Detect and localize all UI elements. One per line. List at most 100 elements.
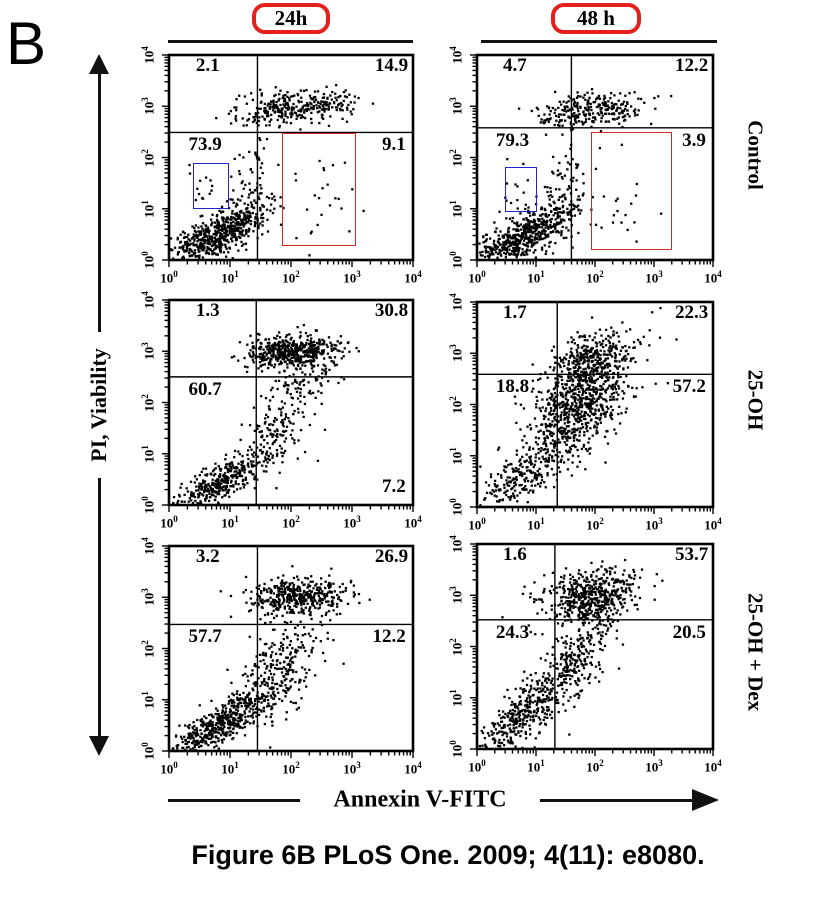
y-axis-arrowhead-down-icon [89,736,109,756]
y-tick-label: 104 [448,293,465,311]
red-sorting-gate [590,131,672,251]
x-tick-label: 101 [527,758,545,775]
y-tick-label: 101 [448,200,465,218]
y-axis-arrowhead-up-icon [89,54,109,74]
scatter-dots-canvas [466,52,721,271]
x-tick-label: 103 [645,269,663,286]
column-underline-24h [168,40,413,43]
y-tick-label: 100 [448,498,465,516]
x-axis-arrowhead-right-icon [692,789,719,811]
x-tick-label: 100 [160,760,178,777]
x-tick-label: 100 [468,758,486,775]
y-axis-arrow-line-top [98,70,101,332]
scatter-dots-canvas [158,52,421,271]
y-tick-label: 103 [448,344,465,363]
x-tick-label: 103 [645,758,663,775]
x-tick-label: 101 [221,269,239,286]
x-tick-label: 102 [282,760,300,777]
y-tick-label: 104 [448,535,465,553]
scatter-dots-canvas [466,299,721,518]
quadrant-value-upper-right: 53.7 [675,544,709,565]
quadrant-value-lower-left: 73.9 [188,134,222,156]
scatter-dots-canvas [158,543,421,762]
quadrant-value-upper-left: 1.6 [502,544,527,565]
x-tick-label: 101 [221,760,239,777]
row-label-25oh: 25-OH [743,369,768,431]
x-tick-label: 104 [704,269,722,286]
column-underline-48h [481,40,717,43]
x-tick-label: 103 [645,516,663,533]
quadrant-value-lower-left: 60.7 [188,378,222,400]
y-tick-label: 100 [448,740,465,758]
quadrant-value-lower-right: 7.2 [381,476,406,497]
quadrant-value-upper-left: 1.7 [502,302,527,323]
y-tick-label: 102 [140,393,157,412]
x-tick-label: 100 [160,269,178,286]
y-tick-label: 101 [140,691,157,709]
quadrant-value-lower-right: 12.2 [372,626,406,648]
scatter-plot-25oh-dex-48h: 1.6 53.7 24.3 20.5 [466,541,721,760]
scatter-plot-25oh-24h: 1.3 30.8 60.7 7.2 [158,297,421,516]
y-tick-label: 103 [140,342,157,361]
x-axis-title: Annexin V-FITC [327,786,513,814]
x-axis-line-left [168,799,300,802]
x-tick-label: 104 [704,516,722,533]
x-tick-label: 103 [343,760,361,777]
timepoint-badge-24h: 24h [252,3,330,34]
quadrant-value-lower-left: 79.3 [495,129,530,151]
y-axis-title: PI, Viability [86,340,112,470]
quadrant-value-lower-right: 3.9 [682,129,706,151]
y-tick-label: 102 [140,148,157,167]
y-tick-label: 101 [448,689,465,707]
y-tick-label: 101 [140,445,157,463]
scatter-plot-control-24h: 2.1 14.9 73.9 9.1 [158,52,421,271]
y-tick-label: 101 [448,447,465,465]
x-tick-label: 104 [404,514,422,531]
quadrant-value-lower-right: 9.1 [381,134,406,156]
y-tick-label: 104 [448,46,465,64]
x-tick-label: 103 [343,514,361,531]
y-axis-arrow-line-bottom [98,478,101,740]
quadrant-value-lower-left: 18.8 [495,376,530,398]
y-tick-label: 103 [448,97,465,116]
y-tick-label: 102 [448,148,465,167]
quadrant-value-upper-right: 30.8 [374,300,409,321]
timepoint-badge-48h-label: 48 h [577,6,615,30]
scatter-plot-control-48h: 4.7 12.2 79.3 3.9 [466,52,721,271]
x-tick-label: 101 [527,516,545,533]
blue-sorting-gate [504,167,537,212]
y-tick-label: 102 [448,395,465,414]
x-tick-label: 102 [282,514,300,531]
row-label-control: Control [743,120,768,190]
quadrant-value-upper-left: 3.2 [195,546,220,567]
figure-caption: Figure 6B PLoS One. 2009; 4(11): e8080. [191,840,705,870]
y-tick-label: 101 [140,200,157,218]
quadrant-value-upper-right: 12.2 [675,55,709,76]
y-tick-label: 100 [140,742,157,760]
quadrant-value-upper-right: 26.9 [374,546,409,567]
y-tick-label: 104 [140,46,157,64]
quadrant-value-lower-left: 57.7 [188,626,222,648]
y-tick-label: 100 [140,251,157,269]
x-axis-arrow-line [540,799,692,802]
scatter-dots-canvas [466,541,721,760]
x-tick-label: 100 [468,269,486,286]
quadrant-value-lower-left: 24.3 [495,621,530,643]
panel-label: B [6,10,47,77]
quadrant-value-upper-left: 2.1 [195,55,220,76]
x-tick-label: 103 [343,269,361,286]
x-tick-label: 104 [704,758,722,775]
x-tick-label: 100 [160,514,178,531]
quadrant-value-upper-right: 22.3 [675,302,709,323]
y-tick-label: 103 [140,588,157,607]
scatter-dots-canvas [158,297,421,516]
scatter-plot-25oh-dex-24h: 3.2 26.9 57.7 12.2 [158,543,421,762]
blue-sorting-gate [192,163,229,209]
y-tick-label: 102 [448,637,465,656]
timepoint-badge-48h: 48 h [551,3,641,34]
y-tick-label: 100 [448,251,465,269]
y-tick-label: 104 [140,291,157,309]
quadrant-value-upper-left: 1.3 [195,300,220,321]
x-tick-label: 101 [527,269,545,286]
